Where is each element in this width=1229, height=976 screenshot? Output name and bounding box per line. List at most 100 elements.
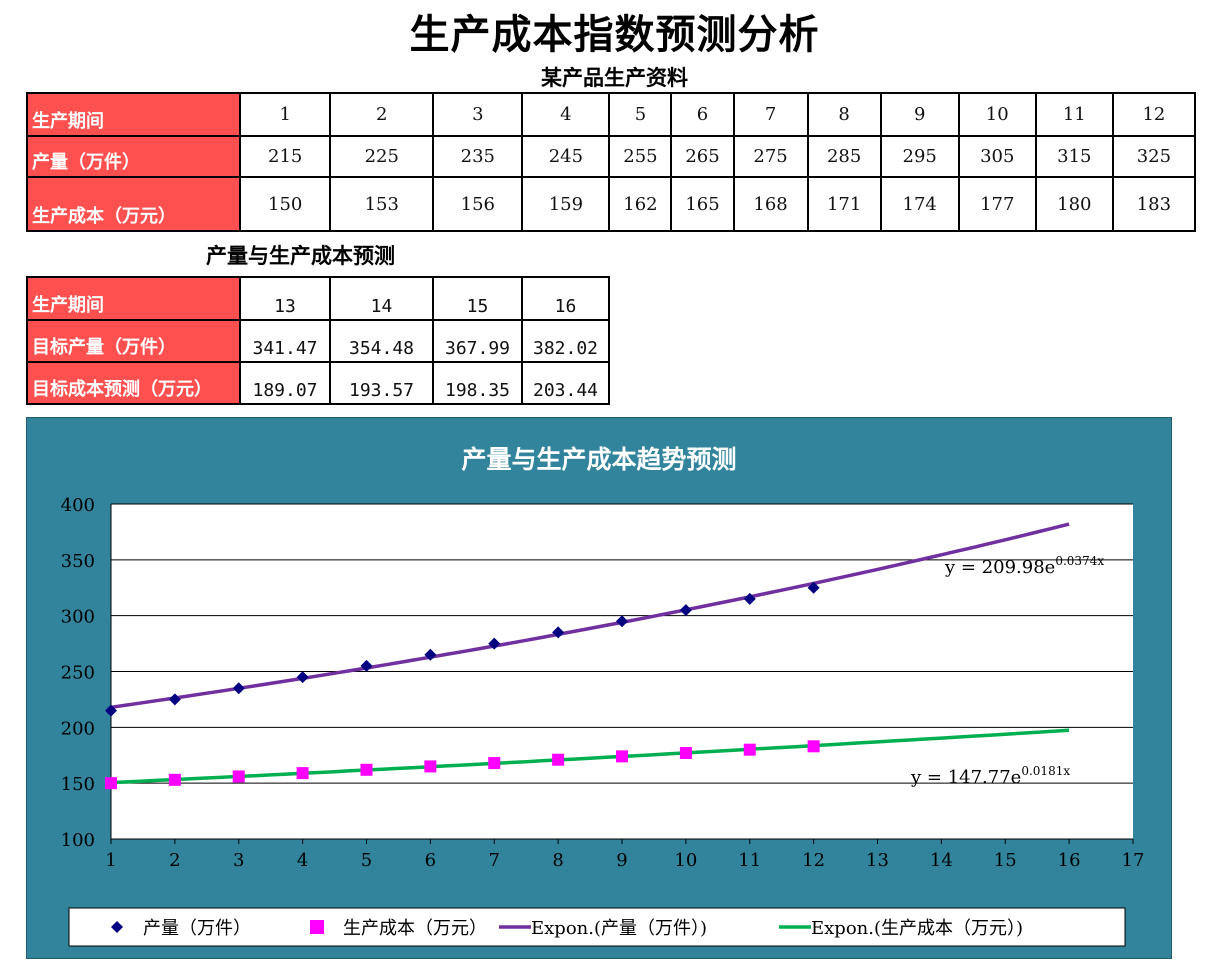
- trendline-equation: y = 209.98e0.0374x: [944, 554, 1104, 578]
- table-cell: 3: [432, 92, 524, 137]
- table2-caption: 产量与生产成本预测: [206, 244, 395, 268]
- table-cell: 285: [806, 135, 882, 178]
- chart-title: 产量与生产成本趋势预测: [461, 445, 736, 474]
- table-cell: 225: [329, 135, 435, 178]
- data-point-layer: [105, 581, 820, 790]
- x-tick-label: 4: [297, 850, 308, 871]
- legend-label: 生产成本（万元）: [343, 918, 487, 939]
- row-label: 目标产量（万件）: [26, 319, 241, 363]
- data-point-cost: [360, 763, 373, 776]
- table-cell: 14: [329, 276, 434, 321]
- table-cell: 9: [879, 92, 960, 137]
- equation-base: y = 209.98e: [944, 557, 1055, 578]
- table-cell: 215: [239, 135, 332, 178]
- y-tick-label: 250: [61, 663, 95, 684]
- table-cell: 153: [329, 176, 435, 232]
- trend-chart: 产量与生产成本趋势预测 100 150 200 250 300 350 400 1 2 3 4 5 6 7…: [26, 417, 1172, 959]
- trendline-equation: y = 147.77e0.0181x: [910, 764, 1070, 788]
- table-cell: 15: [432, 276, 523, 321]
- data-point-output: [232, 682, 245, 695]
- data-point-cost: [616, 750, 628, 763]
- x-tick-label: 9: [616, 850, 627, 871]
- table-cell: 7: [732, 92, 809, 137]
- table-cell: 305: [957, 135, 1037, 178]
- legend-marker-square: [310, 920, 324, 934]
- data-point-cost: [424, 760, 437, 773]
- table-cell: 165: [670, 176, 735, 232]
- data-point-cost: [105, 777, 117, 790]
- table-cell: 174: [879, 176, 960, 232]
- table-cell: 193.57: [329, 361, 434, 405]
- y-tick-label: 400: [61, 495, 95, 516]
- table1-caption: 某产品生产资料: [541, 66, 688, 90]
- table-cell: 168: [732, 176, 809, 232]
- x-tick-label: 14: [930, 850, 953, 871]
- y-tick-label: 100: [61, 830, 95, 851]
- table-cell: 265: [670, 135, 735, 178]
- x-tick-label: 1: [105, 850, 116, 871]
- y-tick-label: 300: [61, 607, 95, 628]
- data-point-output: [679, 604, 692, 617]
- trendline-0: [110, 522, 1070, 710]
- x-tick-label: 16: [1058, 850, 1081, 871]
- table-cell: 198.35: [432, 361, 523, 405]
- data-point-cost: [807, 740, 820, 753]
- table-cell: 11: [1034, 92, 1114, 137]
- table-cell: 8: [806, 92, 882, 137]
- table-cell: 150: [239, 176, 332, 232]
- x-tick-label: 15: [994, 850, 1017, 871]
- table-cell: 354.48: [329, 319, 434, 363]
- trendline-layer: [110, 522, 1070, 785]
- data-point-output: [105, 704, 117, 717]
- data-point-cost: [488, 757, 501, 770]
- table-row-target-output: 目标产量（万件） 341.47 354.48 367.99 382.02: [26, 319, 610, 363]
- x-tick-label: 3: [233, 850, 244, 871]
- table-cell: 367.99: [432, 319, 523, 363]
- table-cell: 180: [1034, 176, 1114, 232]
- table-cell: 4: [521, 92, 611, 137]
- x-tick-label: 2: [169, 850, 180, 871]
- table-cell: 5: [608, 92, 673, 137]
- table-cell: 10: [957, 92, 1037, 137]
- row-label: 生产期间: [25, 92, 242, 137]
- table-cell: 1: [239, 92, 332, 137]
- table-cell: 12: [1111, 92, 1197, 137]
- table-cell: 177: [957, 176, 1037, 232]
- x-tick-label: 7: [489, 850, 500, 871]
- table-cell: 189.07: [239, 361, 331, 405]
- data-point-cost: [232, 770, 245, 783]
- table-cell: 6: [670, 92, 735, 137]
- table-cell: 183: [1111, 176, 1197, 232]
- legend: 产量（万件） 生产成本（万元） Expon.(产量（万件）) Expon.(生产成本（…: [111, 918, 1023, 939]
- data-point-output: [424, 648, 437, 661]
- table-cell: 235: [432, 135, 524, 178]
- x-tick-label: 6: [425, 850, 436, 871]
- data-point-cost: [168, 773, 181, 786]
- x-tick-label: 5: [361, 850, 372, 871]
- row-label: 生产期间: [26, 276, 241, 321]
- y-tick-label: 350: [61, 551, 95, 572]
- data-point-output: [296, 671, 309, 684]
- legend-box: [68, 907, 1126, 947]
- row-label: 生产成本（万元）: [25, 176, 242, 232]
- table-cell: 162: [608, 176, 673, 232]
- y-tick-label: 200: [61, 718, 95, 739]
- table-cell: 341.47: [239, 319, 331, 363]
- table-cell: 171: [806, 176, 882, 232]
- data-point-cost: [679, 747, 692, 760]
- table-row-output: 产量（万件） 215 225 235 245 255 265 275 285 2…: [25, 135, 1197, 178]
- data-point-output: [807, 581, 820, 594]
- data-point-output: [552, 626, 565, 639]
- legend-label: Expon.(产量（万件）): [531, 918, 707, 939]
- trendline-1: [110, 728, 1070, 785]
- row-label: 产量（万件）: [25, 135, 242, 178]
- x-tick-label: 8: [552, 850, 563, 871]
- data-point-output: [743, 592, 756, 605]
- data-point-output: [360, 659, 373, 672]
- table-cell: 295: [879, 135, 960, 178]
- table-cell: 255: [608, 135, 673, 178]
- table-cell: 13: [239, 276, 331, 321]
- equation-exponent: 0.0181x: [1021, 764, 1070, 778]
- equation-label-layer: y = 209.98e0.0374x y = 147.77e0.0181x: [910, 554, 1104, 788]
